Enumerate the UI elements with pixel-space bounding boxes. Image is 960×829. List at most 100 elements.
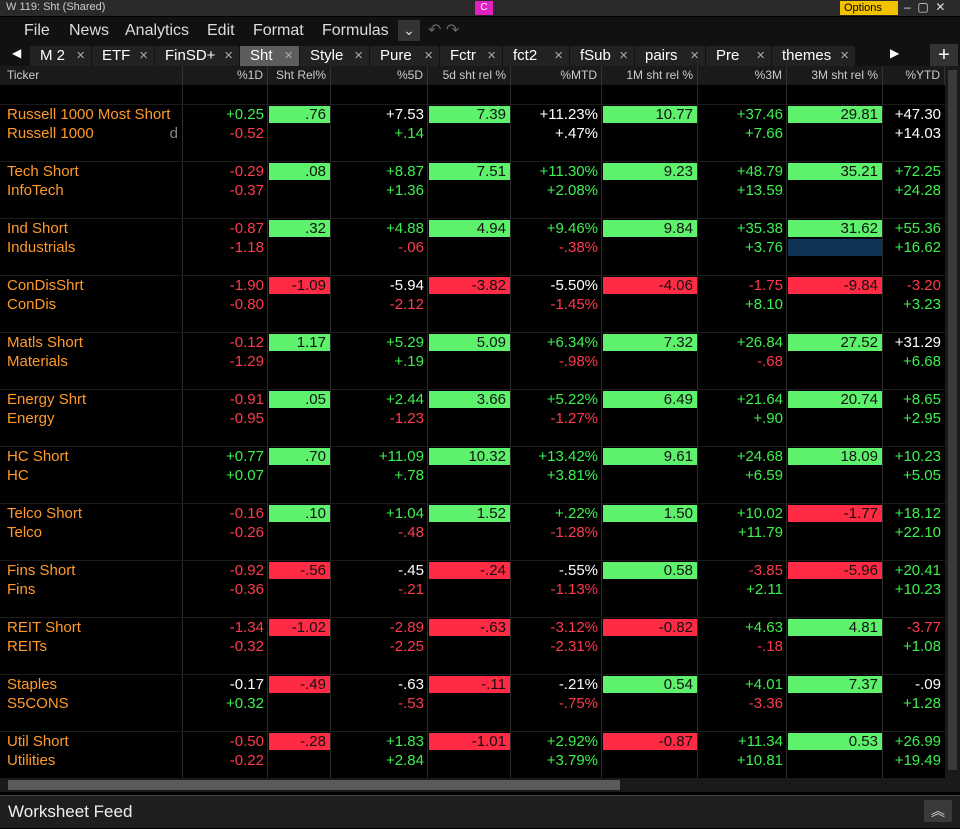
- relative-cell[interactable]: -9.84: [788, 277, 882, 294]
- relative-cell[interactable]: .70: [269, 448, 330, 465]
- value-cell[interactable]: -3.12%: [550, 619, 598, 636]
- tab[interactable]: ETF ×: [92, 46, 154, 66]
- menu-item[interactable]: Format: [253, 22, 304, 39]
- ticker[interactable]: HC: [7, 467, 29, 484]
- value-cell[interactable]: +7.66: [745, 125, 783, 142]
- value-cell[interactable]: +2.44: [386, 391, 424, 408]
- relative-cell[interactable]: -1.09: [269, 277, 330, 294]
- relative-cell[interactable]: [269, 182, 330, 199]
- relative-cell[interactable]: [788, 524, 882, 541]
- relative-cell[interactable]: [269, 524, 330, 541]
- value-cell[interactable]: -0.29: [229, 163, 264, 180]
- value-cell[interactable]: -1.29: [229, 353, 264, 370]
- relative-cell[interactable]: [269, 239, 330, 256]
- ticker[interactable]: REIT Short: [7, 619, 81, 636]
- relative-cell[interactable]: -0.87: [603, 733, 697, 750]
- undo-redo[interactable]: ↶ ↷: [428, 22, 460, 39]
- tab-close[interactable]: ×: [487, 47, 496, 64]
- value-cell[interactable]: +48.79: [736, 163, 783, 180]
- relative-cell[interactable]: 3.66: [429, 391, 510, 408]
- tab-label[interactable]: Sht: [250, 47, 273, 64]
- relative-cell[interactable]: .08: [269, 163, 330, 180]
- value-cell[interactable]: +1.83: [386, 733, 424, 750]
- relative-cell[interactable]: [429, 410, 510, 427]
- value-cell[interactable]: -.21: [398, 581, 424, 598]
- relative-cell[interactable]: [269, 296, 330, 313]
- tab-close[interactable]: ×: [224, 47, 233, 64]
- value-cell[interactable]: +11.34: [737, 733, 783, 750]
- tab-label[interactable]: Pure: [380, 47, 412, 64]
- tab[interactable]: themes ×: [772, 46, 855, 66]
- tab-scroll-left[interactable]: ◀: [12, 46, 22, 60]
- value-cell[interactable]: +26.84: [736, 334, 783, 351]
- relative-cell[interactable]: [788, 752, 882, 769]
- value-cell[interactable]: -0.80: [229, 296, 264, 313]
- relative-cell[interactable]: [788, 467, 882, 484]
- relative-cell[interactable]: [269, 125, 330, 142]
- ticker[interactable]: Ind Short: [7, 220, 68, 237]
- relative-cell[interactable]: -1.77: [788, 505, 882, 522]
- tab-label[interactable]: themes: [782, 47, 832, 64]
- relative-cell[interactable]: -.56: [269, 562, 330, 579]
- window-controls[interactable]: – ▢ ✕: [904, 0, 946, 14]
- value-cell[interactable]: -1.18: [229, 239, 264, 256]
- relative-cell[interactable]: [429, 296, 510, 313]
- tab-close[interactable]: ×: [424, 47, 433, 64]
- ticker[interactable]: Fins Short: [7, 562, 76, 579]
- ticker[interactable]: Fins: [7, 581, 36, 598]
- relative-cell[interactable]: [603, 182, 697, 199]
- value-cell[interactable]: +35.38: [736, 220, 783, 237]
- value-cell[interactable]: +4.01: [745, 676, 783, 693]
- ticker[interactable]: REITs: [7, 638, 48, 655]
- value-cell[interactable]: +4.88: [386, 220, 424, 237]
- tab[interactable]: Pure ×: [370, 46, 439, 66]
- value-cell[interactable]: +7.53: [386, 106, 424, 123]
- relative-cell[interactable]: [269, 695, 330, 712]
- value-cell[interactable]: +1.28: [903, 695, 941, 712]
- relative-cell[interactable]: [788, 353, 882, 370]
- relative-cell[interactable]: [788, 638, 882, 655]
- value-cell[interactable]: +6.68: [903, 353, 941, 370]
- value-cell[interactable]: -5.94: [389, 277, 424, 294]
- column-header[interactable]: %1D: [183, 66, 268, 85]
- value-cell[interactable]: +24.68: [736, 448, 783, 465]
- tab-label[interactable]: M 2: [40, 47, 66, 64]
- relative-cell[interactable]: [269, 467, 330, 484]
- ticker[interactable]: ConDis: [7, 296, 57, 313]
- value-cell[interactable]: +31.29: [894, 334, 941, 351]
- relative-cell[interactable]: 27.52: [788, 334, 882, 351]
- tab-label[interactable]: Fctr: [450, 47, 476, 64]
- tab-close[interactable]: ×: [840, 47, 849, 64]
- relative-cell[interactable]: [429, 239, 510, 256]
- relative-cell[interactable]: [269, 638, 330, 655]
- column-header[interactable]: Sht Rel%: [268, 66, 331, 85]
- value-cell[interactable]: -0.91: [229, 391, 264, 408]
- relative-cell[interactable]: 7.32: [603, 334, 697, 351]
- relative-cell[interactable]: [603, 467, 697, 484]
- relative-cell[interactable]: -.63: [429, 619, 510, 636]
- ticker[interactable]: HC Short: [7, 448, 69, 465]
- value-cell[interactable]: +13.42%: [538, 448, 598, 465]
- relative-cell[interactable]: 31.62: [788, 220, 882, 237]
- value-cell[interactable]: -2.12: [389, 296, 424, 313]
- value-cell[interactable]: -5.50%: [550, 277, 598, 294]
- tab-close[interactable]: ×: [76, 47, 85, 64]
- ticker[interactable]: Tech Short: [7, 163, 79, 180]
- relative-cell[interactable]: 35.21: [788, 163, 882, 180]
- horizontal-scrollbar[interactable]: [0, 778, 960, 792]
- relative-cell[interactable]: [788, 296, 882, 313]
- relative-cell[interactable]: .76: [269, 106, 330, 123]
- relative-cell[interactable]: -3.82: [429, 277, 510, 294]
- value-cell[interactable]: -0.16: [229, 505, 264, 522]
- relative-cell[interactable]: [269, 410, 330, 427]
- value-cell[interactable]: +3.79%: [546, 752, 598, 769]
- value-cell[interactable]: -.45: [398, 562, 424, 579]
- tab[interactable]: fSub ×: [570, 46, 634, 66]
- value-cell[interactable]: +0.32: [226, 695, 264, 712]
- value-cell[interactable]: +0.25: [226, 106, 264, 123]
- relative-cell[interactable]: [788, 182, 882, 199]
- value-cell[interactable]: +72.25: [894, 163, 941, 180]
- value-cell[interactable]: -1.28%: [550, 524, 598, 541]
- relative-cell[interactable]: -.28: [269, 733, 330, 750]
- tab-close[interactable]: ×: [756, 47, 765, 64]
